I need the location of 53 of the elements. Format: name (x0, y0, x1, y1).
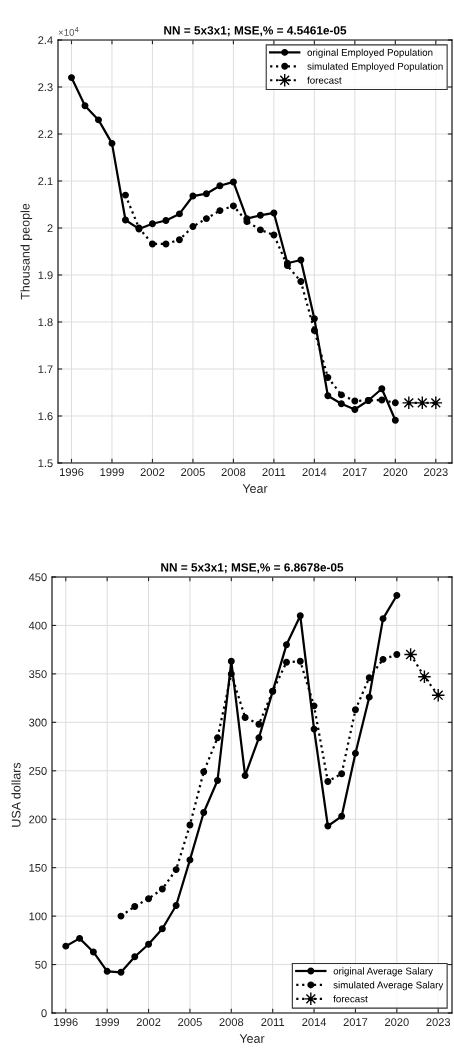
x-tick-label: 2014 (302, 1018, 327, 1027)
y-tick-label: 2.1 (38, 177, 53, 186)
x-tick-label: 2011 (261, 1018, 285, 1027)
y-tick-label: 50 (35, 960, 47, 969)
x-tick-label: 2023 (424, 468, 448, 477)
y-axis-title: Thousand people (20, 203, 33, 300)
legend-label: original Employed Population (307, 48, 433, 58)
x-tick-label: 2017 (343, 1018, 368, 1027)
x-tick-label: 1999 (95, 1018, 120, 1027)
y-tick-label: 1.6 (38, 412, 53, 421)
x-tick-label: 2011 (262, 468, 286, 477)
x-tick-label: 2005 (181, 468, 205, 477)
y-tick-label: 250 (29, 767, 47, 775)
legend-label: simulated Average Salary (333, 981, 444, 991)
x-axis-title: Year (239, 1034, 265, 1043)
y-tick-label: 2.3 (38, 83, 53, 92)
y-tick-label: 2.4 (38, 36, 53, 45)
chart-title: NN = 5x3x1; MSE,% = 6.8678e-05 (161, 563, 344, 574)
y-tick-label: 1.9 (38, 271, 53, 280)
y-tick-label: 1.7 (38, 365, 53, 374)
legend-label: original Average Salary (333, 967, 433, 977)
x-tick-label: 2002 (136, 1018, 161, 1027)
x-tick-label: 2020 (383, 468, 408, 477)
x-tick-label: 2008 (219, 1018, 244, 1027)
y-tick-label: 1.5 (38, 459, 53, 468)
legend-label: forecast (307, 76, 342, 84)
x-tick-label: 2014 (302, 468, 327, 477)
text: ×10$^{4}$ (58, 27, 79, 36)
x-tick-label: 2020 (385, 1018, 409, 1027)
x-tick-label: 1996 (59, 468, 84, 477)
x-tick-label: 2017 (343, 468, 367, 477)
x-tick-label: 2023 (426, 1018, 451, 1027)
y-tick-label: 450 (28, 573, 47, 582)
y-tick-label: 2.2 (38, 130, 53, 139)
x-tick-label: 1996 (54, 1018, 78, 1027)
y-tick-label: 400 (28, 621, 47, 630)
y-axis-title: USA dollars (11, 762, 21, 827)
y-tick-label: 100 (29, 912, 47, 921)
y-tick-label: 200 (29, 815, 47, 824)
legend-label: simulated Employed Population (307, 62, 443, 72)
y-tick-label: 1.8 (38, 318, 53, 327)
y-tick-label: 2 (47, 224, 53, 233)
x-axis-title: Year (242, 484, 268, 493)
x-tick-label: 2008 (221, 468, 246, 477)
y-tick-label: 0 (41, 1009, 47, 1018)
x-tick-label: 2005 (178, 1018, 202, 1027)
y-tick-label: 350 (29, 670, 47, 679)
x-tick-label: 1999 (100, 468, 124, 477)
y-tick-label: 150 (29, 863, 47, 872)
chart-title: NN = 5x3x1; MSE,% = 4.5461e-05 (164, 26, 347, 37)
legend-label: forecast (333, 995, 368, 1003)
y-tick-label: 300 (29, 718, 47, 727)
x-tick-label: 2002 (140, 468, 165, 477)
